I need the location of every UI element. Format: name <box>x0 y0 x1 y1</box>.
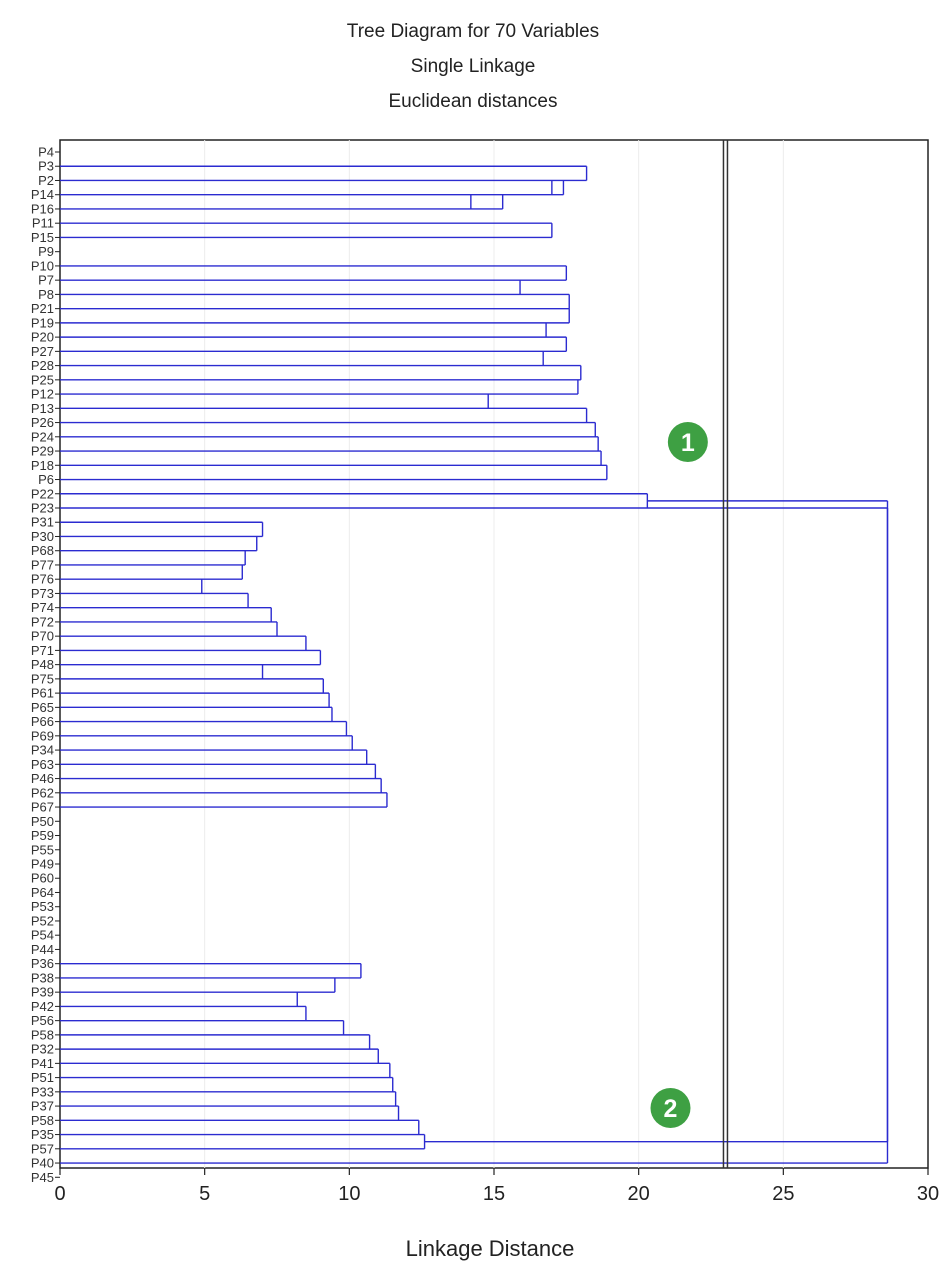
leaf-label: P76 <box>31 572 54 587</box>
leaf-label: P52 <box>31 913 54 928</box>
leaf-label: P39 <box>31 985 54 1000</box>
x-tick-label: 0 <box>54 1183 65 1205</box>
x-tick-label: 25 <box>772 1183 794 1205</box>
leaf-label: P27 <box>31 344 54 359</box>
leaf-label: P77 <box>31 557 54 572</box>
leaf-label: P66 <box>31 714 54 729</box>
leaf-label: P68 <box>31 543 54 558</box>
leaf-label: P15 <box>31 230 54 245</box>
leaf-label: P58 <box>31 1113 54 1128</box>
leaf-label: P4 <box>38 145 54 160</box>
leaf-label: P26 <box>31 415 54 430</box>
leaf-label: P54 <box>31 928 54 943</box>
leaf-label: P23 <box>31 501 54 516</box>
chart-subtitle-linkage: Single Linkage <box>410 56 536 77</box>
leaf-label: P55 <box>31 842 54 857</box>
leaf-label: P56 <box>31 1013 54 1028</box>
leaf-label: P12 <box>31 387 54 402</box>
leaf-label: P48 <box>31 657 54 672</box>
leaf-label: P58 <box>31 1027 54 1042</box>
leaf-label: P65 <box>31 700 54 715</box>
leaf-label: P31 <box>31 515 54 530</box>
leaf-label: P18 <box>31 458 54 473</box>
leaf-label: P74 <box>31 600 54 615</box>
leaf-label: P13 <box>31 401 54 416</box>
chart-title: Tree Diagram for 70 Variables <box>346 21 600 42</box>
leaf-label: P33 <box>31 1084 54 1099</box>
leaf-label: P10 <box>31 258 54 273</box>
cluster-badge-label: 1 <box>681 429 695 457</box>
leaf-label: P69 <box>31 728 54 743</box>
leaf-label: P6 <box>38 472 54 487</box>
leaf-label: P24 <box>31 429 54 444</box>
x-tick-label: 15 <box>483 1183 505 1205</box>
leaf-label: P53 <box>31 899 54 914</box>
leaf-label: P25 <box>31 372 54 387</box>
leaf-label: P16 <box>31 201 54 216</box>
leaf-label: P11 <box>32 216 54 231</box>
leaf-label: P30 <box>31 529 54 544</box>
leaf-label: P21 <box>31 301 54 316</box>
leaf-label: P75 <box>31 671 54 686</box>
leaf-label: P40 <box>31 1156 54 1171</box>
leaf-label: P46 <box>31 771 54 786</box>
leaf-label: P20 <box>31 330 54 345</box>
leaf-label: P72 <box>31 614 54 629</box>
x-tick-label: 5 <box>199 1183 210 1205</box>
leaf-label: P8 <box>38 287 54 302</box>
leaf-label: P49 <box>31 857 54 872</box>
leaf-label: P34 <box>31 743 54 758</box>
leaf-label: P41 <box>31 1056 54 1071</box>
leaf-label: P9 <box>38 244 54 259</box>
leaf-label: P36 <box>31 956 54 971</box>
leaf-label: P51 <box>31 1070 54 1085</box>
leaf-label: P22 <box>31 486 54 501</box>
leaf-label: P71 <box>31 643 54 658</box>
leaf-label: P28 <box>31 358 54 373</box>
leaf-label: P57 <box>31 1141 54 1156</box>
leaf-label: P64 <box>31 885 54 900</box>
leaf-label: P42 <box>31 999 54 1014</box>
leaf-label: P73 <box>31 586 54 601</box>
leaf-label: P61 <box>31 686 54 701</box>
chart-titles: Tree Diagram for 70 Variables Single Lin… <box>0 14 946 119</box>
leaf-label: P45 <box>31 1170 54 1185</box>
leaf-label: P2 <box>38 173 54 188</box>
leaf-label: P59 <box>31 828 54 843</box>
chart-subtitle-distance: Euclidean distances <box>388 91 558 112</box>
leaf-label: P37 <box>31 1099 54 1114</box>
leaf-label: P44 <box>31 942 54 957</box>
x-tick-label: 10 <box>338 1183 360 1205</box>
x-axis-label: Linkage Distance <box>405 1236 575 1261</box>
x-tick-label: 20 <box>628 1183 650 1205</box>
cluster-badge <box>650 1088 691 1128</box>
cluster-badge-label: 2 <box>664 1095 678 1123</box>
leaf-label: P14 <box>31 187 54 202</box>
leaf-label: P63 <box>31 757 54 772</box>
leaf-label: P67 <box>31 800 54 815</box>
leaf-label: P62 <box>31 785 54 800</box>
leaf-label: P7 <box>38 273 54 288</box>
leaf-label: P3 <box>38 159 54 174</box>
leaf-label: P29 <box>31 444 54 459</box>
leaf-label: P32 <box>31 1042 54 1057</box>
leaf-label: P60 <box>31 871 54 886</box>
leaf-label: P35 <box>31 1127 54 1142</box>
x-tick-label: 30 <box>917 1183 939 1205</box>
leaf-label: P19 <box>31 315 54 330</box>
leaf-label: P38 <box>31 970 54 985</box>
cluster-badge <box>667 422 708 462</box>
leaf-label: P50 <box>31 814 54 829</box>
leaf-label: P70 <box>31 629 54 644</box>
